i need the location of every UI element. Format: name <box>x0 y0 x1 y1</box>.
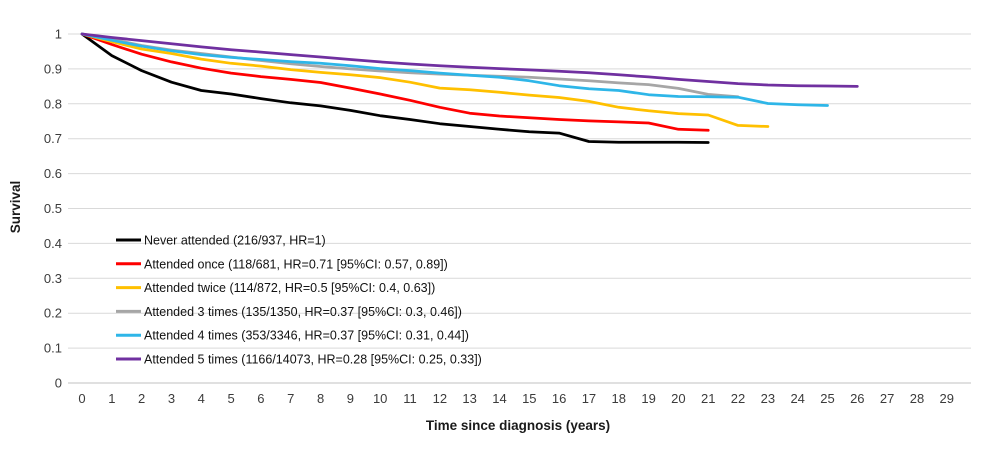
y-tick-label: 0.6 <box>44 166 62 181</box>
y-tick-label: 0.4 <box>44 236 62 251</box>
legend-label: Attended 5 times (1166/14073, HR=0.28 [9… <box>144 353 482 367</box>
x-tick-label: 8 <box>317 391 324 406</box>
x-tick-label: 9 <box>347 391 354 406</box>
y-axis-title: Survival <box>8 181 23 234</box>
legend-item: Attended twice (114/872, HR=0.5 [95%CI: … <box>116 281 435 295</box>
x-tick-label: 21 <box>701 391 715 406</box>
x-tick-label: 24 <box>790 391 804 406</box>
legend-label: Never attended (216/937, HR=1) <box>144 234 326 248</box>
x-tick-label: 15 <box>522 391 536 406</box>
legend-item: Attended once (118/681, HR=0.71 [95%CI: … <box>116 257 448 271</box>
survival-curve <box>80 32 710 132</box>
x-tick-label: 16 <box>552 391 566 406</box>
y-axis-tick-labels: 0 0.1 0.2 0.3 0.4 0.5 0.6 0.7 0.8 0.9 1 <box>44 27 62 391</box>
x-tick-label: 4 <box>198 391 205 406</box>
x-tick-label: 22 <box>731 391 745 406</box>
x-tick-label: 18 <box>612 391 626 406</box>
x-tick-label: 7 <box>287 391 294 406</box>
x-tick-label: 27 <box>880 391 894 406</box>
x-tick-label: 26 <box>850 391 864 406</box>
x-tick-label: 19 <box>641 391 655 406</box>
x-tick-label: 2 <box>138 391 145 406</box>
y-tick-label: 0.3 <box>44 271 62 286</box>
y-tick-label: 0.1 <box>44 341 62 356</box>
x-tick-label: 23 <box>761 391 775 406</box>
y-tick-label: 0 <box>55 376 62 391</box>
legend-item: Attended 5 times (1166/14073, HR=0.28 [9… <box>116 353 482 367</box>
x-tick-label: 11 <box>403 391 417 406</box>
x-tick-label: 5 <box>227 391 234 406</box>
y-tick-label: 0.2 <box>44 306 62 321</box>
x-tick-label: 28 <box>910 391 924 406</box>
x-axis-title: Time since diagnosis (years) <box>426 418 610 433</box>
y-tick-label: 0.9 <box>44 61 62 76</box>
x-tick-label: 10 <box>373 391 387 406</box>
x-tick-label: 6 <box>257 391 264 406</box>
legend-label: Attended twice (114/872, HR=0.5 [95%CI: … <box>144 281 435 295</box>
x-tick-label: 20 <box>671 391 685 406</box>
x-tick-label: 0 <box>78 391 85 406</box>
x-tick-label: 17 <box>582 391 596 406</box>
x-tick-label: 25 <box>820 391 834 406</box>
survival-curve <box>80 32 829 107</box>
legend-item: Never attended (216/937, HR=1) <box>116 234 326 248</box>
x-tick-label: 12 <box>433 391 447 406</box>
legend-item: Attended 3 times (135/1350, HR=0.37 [95%… <box>116 305 462 319</box>
survival-curve <box>80 32 770 128</box>
y-tick-label: 0.5 <box>44 201 62 216</box>
y-tick-label: 1 <box>55 27 62 42</box>
legend-item: Attended 4 times (353/3346, HR=0.37 [95%… <box>116 329 469 343</box>
x-tick-label: 3 <box>168 391 175 406</box>
legend-label: Attended 4 times (353/3346, HR=0.37 [95%… <box>144 329 469 343</box>
x-tick-label: 14 <box>492 391 506 406</box>
survival-curve <box>80 32 859 88</box>
x-tick-label: 29 <box>940 391 954 406</box>
y-tick-label: 0.7 <box>44 131 62 146</box>
y-tick-label: 0.8 <box>44 96 62 111</box>
x-axis-tick-labels: 0 1 2 3 4 5 6 7 8 9 10 11 12 13 14 15 16 17 18 19 20 21 22 23 24… <box>78 391 954 406</box>
legend-label: Attended 3 times (135/1350, HR=0.37 [95%… <box>144 305 462 319</box>
x-tick-label: 13 <box>462 391 476 406</box>
survival-curves <box>80 32 859 144</box>
legend-label: Attended once (118/681, HR=0.71 [95%CI: … <box>144 257 448 271</box>
x-tick-label: 1 <box>108 391 115 406</box>
legend: Never attended (216/937, HR=1) Attended o… <box>116 234 482 367</box>
gridlines <box>68 33 971 384</box>
survival-curve <box>80 32 710 144</box>
